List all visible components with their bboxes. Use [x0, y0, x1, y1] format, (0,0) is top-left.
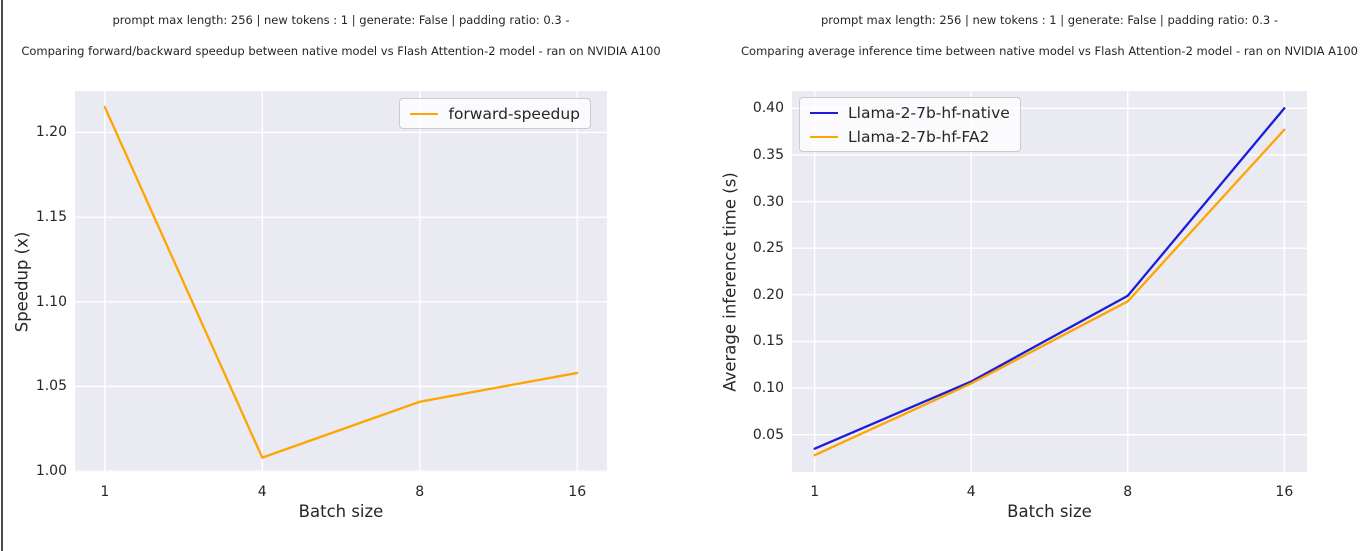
x-tick-label: 8 [1123, 484, 1133, 500]
chart-title: Comparing average inference time between… [741, 44, 1358, 58]
x-tick-label: 16 [1275, 484, 1294, 500]
x-tick-label: 1 [100, 484, 110, 500]
legend-line-swatch [810, 111, 838, 114]
x-tick-label: 4 [257, 484, 267, 500]
legend-entry: Llama-2-7b-hf-FA2 [810, 125, 1010, 148]
x-tick-label: 4 [966, 484, 976, 500]
chart-title: Comparing forward/backward speedup betwe… [21, 44, 661, 58]
y-tick-label: 1.20 [35, 124, 67, 141]
x-tick-label: 8 [415, 484, 425, 500]
x-axis-label: Batch size [298, 502, 384, 521]
legend-label: forward-speedup [448, 104, 580, 123]
window-left-border [1, 0, 3, 551]
legend-label: Llama-2-7b-hf-native [848, 103, 1010, 122]
plot-area: Llama-2-7b-hf-native Llama-2-7b-hf-FA2 [792, 91, 1307, 472]
x-tick-label: 1 [810, 484, 820, 500]
y-tick-label: 0.20 [752, 286, 784, 303]
line-plot-svg [75, 91, 607, 472]
line-plot-svg [792, 91, 1307, 472]
y-tick-label: 0.40 [752, 100, 784, 117]
y-axis-label: Speedup (x) [12, 231, 32, 332]
x-axis-label: Batch size [1007, 502, 1092, 521]
plot-area: forward-speedup [75, 91, 607, 472]
series-line-Llama-2-7b-hf-native [813, 107, 1286, 450]
legend: Llama-2-7b-hf-native Llama-2-7b-hf-FA2 [799, 97, 1021, 152]
legend-label: Llama-2-7b-hf-FA2 [848, 127, 990, 146]
chart-suptitle: prompt max length: 256 | new tokens : 1 … [112, 13, 570, 27]
y-tick-label: 1.00 [35, 463, 67, 480]
legend-entry: forward-speedup [410, 102, 580, 125]
x-tick-label: 16 [568, 484, 587, 500]
y-tick-label: 0.10 [752, 380, 784, 397]
series-line-Llama-2-7b-hf-FA2 [813, 128, 1286, 457]
y-tick-label: 0.15 [752, 333, 784, 350]
y-tick-label: 1.10 [35, 293, 67, 310]
legend-entry: Llama-2-7b-hf-native [810, 101, 1010, 124]
series-line-forward-speedup [103, 105, 579, 459]
y-tick-label: 0.25 [752, 240, 784, 257]
legend-line-swatch [410, 112, 439, 115]
chart-suptitle: prompt max length: 256 | new tokens : 1 … [821, 13, 1278, 27]
y-tick-label: 1.05 [35, 378, 67, 395]
y-tick-label: 1.15 [35, 209, 67, 226]
y-tick-label: 0.30 [752, 193, 784, 210]
y-axis-label: Average inference time (s) [720, 171, 740, 392]
y-tick-label: 0.35 [752, 146, 784, 163]
y-tick-label: 0.05 [752, 426, 784, 443]
legend-line-swatch [810, 135, 838, 138]
legend: forward-speedup [399, 98, 591, 129]
